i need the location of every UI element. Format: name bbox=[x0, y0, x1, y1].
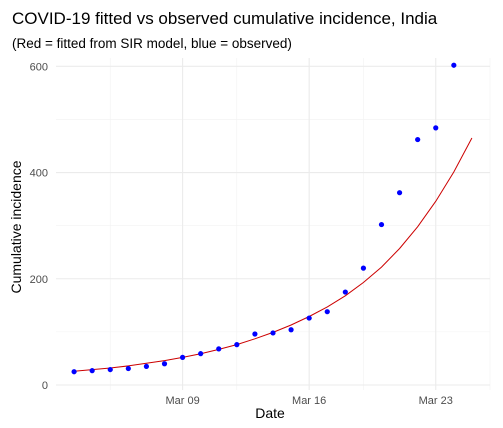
observed-point bbox=[342, 289, 348, 295]
observed-point bbox=[324, 309, 330, 315]
observed-point bbox=[415, 136, 421, 143]
x-axis-title: Date bbox=[255, 405, 285, 421]
tick-labels: 0 200 400 600 Mar 09 Mar 16 Mar 23 bbox=[30, 61, 453, 407]
chart-title: COVID-19 fitted vs observed cumulative i… bbox=[12, 9, 438, 28]
x-tick-label: Mar 09 bbox=[165, 395, 199, 407]
observed-point bbox=[198, 351, 204, 357]
observed-point bbox=[270, 330, 276, 336]
y-tick-label: 400 bbox=[30, 168, 48, 180]
observed-point bbox=[143, 363, 150, 370]
y-tick-label: 0 bbox=[42, 380, 48, 392]
observed-point bbox=[107, 366, 113, 373]
grid bbox=[56, 58, 491, 390]
observed-point bbox=[252, 331, 258, 337]
observed-point bbox=[396, 190, 403, 196]
x-tick-label: Mar 23 bbox=[419, 395, 453, 407]
chart-subtitle: (Red = fitted from SIR model, blue = obs… bbox=[12, 36, 292, 51]
observed-point bbox=[360, 265, 367, 271]
observed-point bbox=[306, 315, 312, 321]
observed-point bbox=[216, 346, 222, 352]
observed-point bbox=[71, 369, 77, 375]
observed-point bbox=[89, 368, 95, 374]
observed-point bbox=[288, 327, 294, 333]
observed-point bbox=[125, 365, 131, 372]
x-tick-label: Mar 16 bbox=[292, 395, 326, 407]
observed-point bbox=[378, 221, 385, 228]
observed-points-layer bbox=[71, 62, 457, 375]
observed-point bbox=[451, 62, 457, 68]
y-tick-label: 200 bbox=[30, 274, 48, 286]
observed-point bbox=[161, 361, 168, 367]
observed-point bbox=[433, 125, 439, 131]
observed-point bbox=[179, 354, 186, 360]
y-tick-label: 600 bbox=[30, 61, 48, 73]
observed-point bbox=[234, 342, 240, 348]
y-axis-title: Cumulative incidence bbox=[8, 160, 24, 293]
